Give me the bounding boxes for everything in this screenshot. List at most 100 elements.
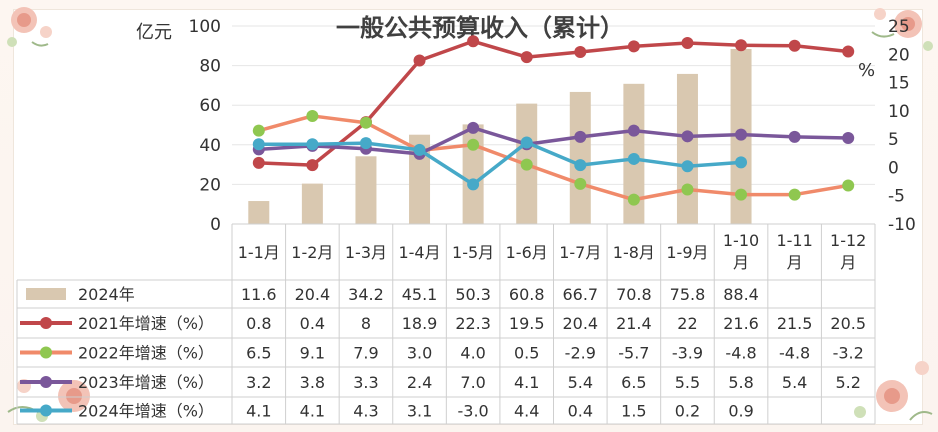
- series-point-2: [735, 188, 748, 201]
- series-point-4: [627, 152, 640, 165]
- bar: [676, 73, 698, 224]
- series-point-4: [520, 136, 533, 149]
- data-cell: 3.1: [407, 402, 432, 421]
- flower-decoration-bottom-left-icon: [7, 379, 90, 422]
- data-cell: 11.6: [241, 285, 277, 304]
- data-cell: -3.9: [672, 344, 703, 363]
- category-label: 1-6月: [506, 243, 548, 262]
- series-point-1: [574, 46, 587, 59]
- data-cell: 3.3: [353, 373, 378, 392]
- right-axis-tick-label: 10: [888, 102, 910, 122]
- series-point-2: [681, 183, 694, 196]
- data-cell: -4.8: [779, 344, 810, 363]
- series-point-1: [681, 36, 694, 49]
- data-cell: 22.3: [455, 314, 491, 333]
- legend-swatch-marker: [40, 317, 52, 329]
- left-axis-label: 亿元: [136, 22, 172, 43]
- data-cell: 5.4: [568, 373, 593, 392]
- data-cell: 0.5: [514, 344, 539, 363]
- category-label: 1-1月: [238, 243, 280, 262]
- data-cell: 5.5: [675, 373, 700, 392]
- data-cell: 60.8: [509, 285, 545, 304]
- category-label: 1-2月: [291, 243, 333, 262]
- data-cell: 0.4: [300, 314, 325, 333]
- bar: [301, 183, 323, 224]
- data-cell: 4.1: [514, 373, 539, 392]
- series-line-1: [258, 39, 849, 167]
- data-cell: 18.9: [402, 314, 438, 333]
- category-label: 1-12 月: [830, 231, 866, 272]
- left-axis-tick-label: 60: [199, 96, 221, 116]
- series-line-4: [258, 140, 742, 187]
- data-cell: 0.9: [728, 402, 753, 421]
- legend-swatch-marker: [40, 346, 52, 359]
- data-cell: 5.8: [728, 373, 753, 392]
- series-point-1: [252, 156, 265, 169]
- legend-entry: 2024年: [78, 285, 135, 304]
- left-axis-tick-label: 40: [199, 136, 221, 156]
- right-axis-tick-label: 5: [888, 130, 899, 150]
- data-cell: 34.2: [348, 285, 384, 304]
- data-cell: 22: [677, 314, 697, 333]
- series-point-1: [735, 39, 748, 52]
- series-line-3: [258, 126, 849, 156]
- series-point-1: [306, 159, 319, 172]
- category-label: 1-4月: [398, 243, 440, 262]
- series-point-4: [413, 143, 426, 156]
- series-point-1: [413, 54, 426, 67]
- data-cell: 4.0: [460, 344, 485, 363]
- left-axis-tick-label: 20: [199, 175, 221, 195]
- data-cell: -3.0: [458, 402, 489, 421]
- series-point-2: [467, 138, 480, 151]
- data-cell: 6.5: [246, 344, 271, 363]
- series-point-3: [788, 130, 801, 143]
- series-point-2: [842, 179, 855, 192]
- legend-entry: 2021年增速（%）: [78, 314, 214, 333]
- data-cell: 7.0: [460, 373, 485, 392]
- series-point-1: [842, 45, 855, 58]
- right-axis-tick-label: 20: [888, 45, 910, 65]
- series-line-2: [258, 114, 849, 202]
- data-cell: 3.0: [407, 344, 432, 363]
- category-label: 1-10 月: [723, 231, 759, 272]
- series-point-4: [735, 156, 748, 169]
- data-cell: 5.2: [835, 373, 860, 392]
- series-point-4: [681, 160, 694, 173]
- category-label: 1-11 月: [776, 231, 812, 272]
- series-point-2: [520, 158, 533, 171]
- data-cell: 45.1: [402, 285, 438, 304]
- series-point-4: [359, 137, 372, 150]
- data-cell: 20.4: [562, 314, 598, 333]
- right-axis-tick-label: -10: [888, 215, 916, 235]
- series-point-3: [681, 130, 694, 143]
- series-point-4: [306, 138, 319, 151]
- legend-entry: 2024年增速（%）: [78, 402, 214, 421]
- data-cell: 5.4: [782, 373, 807, 392]
- data-cell: 6.5: [621, 373, 646, 392]
- data-cell: 21.6: [723, 314, 759, 333]
- flower-decoration-top-right-icon: [871, 8, 933, 51]
- legend-swatch-marker: [40, 376, 52, 388]
- flower-decoration-top-left-icon: [7, 7, 52, 47]
- series-point-4: [574, 159, 587, 172]
- data-cell: 70.8: [616, 285, 652, 304]
- series-point-3: [735, 128, 748, 141]
- series-point-1: [788, 39, 801, 52]
- right-axis-label: %: [858, 60, 875, 81]
- data-cell: -3.2: [833, 344, 864, 363]
- data-cell: 50.3: [455, 285, 491, 304]
- data-cell: 19.5: [509, 314, 545, 333]
- right-axis-tick-label: 15: [888, 74, 910, 94]
- data-cell: 66.7: [562, 285, 598, 304]
- data-cell: 9.1: [300, 344, 325, 363]
- data-cell: 2.4: [407, 373, 432, 392]
- data-cell: -5.7: [618, 344, 649, 363]
- series-point-2: [359, 116, 372, 129]
- series-point-3: [574, 130, 587, 143]
- data-cell: 21.5: [777, 314, 813, 333]
- data-cell: 21.4: [616, 314, 652, 333]
- data-cell: -2.9: [565, 344, 596, 363]
- legend-swatch-marker: [40, 404, 52, 417]
- series-point-4: [252, 138, 265, 151]
- series-point-1: [520, 51, 533, 64]
